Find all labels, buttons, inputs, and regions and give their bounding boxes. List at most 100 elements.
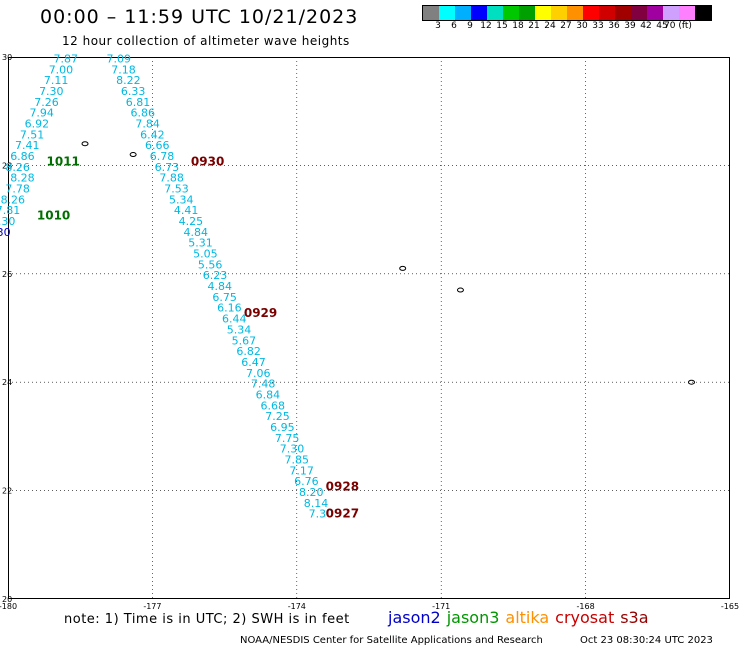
wave-height-value: 8.26 (5, 161, 30, 174)
satellite-legend-item: jason3 (446, 608, 500, 627)
color-swatch (423, 6, 439, 20)
note-text: note: 1) Time is in UTC; 2) SWH is in fe… (64, 612, 350, 627)
lon-tick-label: -171 (432, 602, 450, 611)
color-scale-label: 6 (451, 21, 457, 31)
color-scale-label: 21 (528, 21, 540, 31)
wave-height-value: 7.11 (44, 74, 69, 87)
color-scale-label: 24 (544, 21, 556, 31)
wave-height-value: 4.41 (174, 204, 199, 217)
wave-height-value: 7.88 (159, 172, 184, 185)
wave-height-value: 7.30 (39, 85, 64, 98)
color-swatch (551, 6, 567, 20)
wave-height-value: 7.25 (265, 410, 290, 423)
wave-height-value: 6.68 (260, 399, 285, 412)
wave-height-value: 5.67 (232, 334, 257, 347)
color-scale-label: 42 (640, 21, 652, 31)
satellite-legend-item: jason2 (388, 608, 441, 627)
color-scale-label: 36 (608, 21, 620, 31)
wave-height-value: 4.84 (183, 226, 208, 239)
wave-height-value: 5.56 (198, 258, 223, 271)
wave-height-value: 7.00 (49, 63, 74, 76)
lat-tick-label: 26 (2, 270, 12, 279)
wave-height-value: 4.25 (179, 215, 204, 228)
wave-height-value: 9.30 (0, 226, 11, 239)
color-scale-bar (422, 5, 712, 21)
wave-height-value: 7.51 (20, 128, 45, 141)
map-frame (8, 57, 730, 599)
wave-height-value: 7.78 (5, 183, 30, 196)
pass-time-label: 0929 (244, 306, 277, 320)
island-outline (81, 141, 89, 147)
wave-height-value: 7.41 (15, 139, 40, 152)
chart-subtitle: 12 hour collection of altimeter wave hei… (62, 34, 350, 48)
color-swatch (503, 6, 519, 20)
wave-height-value: 7.26 (34, 96, 59, 109)
color-swatch (535, 6, 551, 20)
wave-height-value: 8.30 (0, 215, 15, 228)
wave-height-value: 6.86 (131, 107, 156, 120)
wave-height-value: 7.30 (280, 443, 305, 456)
lat-tick-label: 24 (2, 378, 12, 387)
lat-tick-label: 22 (2, 487, 12, 496)
color-scale-label: 3 (435, 21, 441, 31)
wave-height-value: 6.81 (126, 96, 151, 109)
color-swatch (583, 6, 599, 20)
wave-height-value: 7.84 (135, 117, 160, 130)
wave-height-value: 6.92 (25, 117, 50, 130)
wave-height-value: 8.20 (299, 486, 324, 499)
satellite-legend-item: altika (505, 608, 550, 627)
wave-height-value: 6.44 (222, 313, 247, 326)
lon-tick-label: -180 (0, 602, 17, 611)
lat-tick-label: 28 (2, 161, 12, 170)
color-scale-label: 30 (576, 21, 588, 31)
wave-height-value: 6.42 (140, 128, 165, 141)
wave-height-value: 7.94 (29, 107, 54, 120)
color-swatch (663, 6, 679, 20)
island-outline (129, 152, 137, 158)
color-swatch (695, 6, 711, 20)
pass-time-label: 0927 (326, 507, 359, 521)
lat-tick-label: 30 (2, 53, 12, 62)
wave-height-value: 7.09 (106, 52, 131, 65)
color-scale-label: 39 (624, 21, 636, 31)
footer-timestamp: Oct 23 08:30:24 UTC 2023 (580, 635, 713, 646)
color-scale-label: 12 (480, 21, 492, 31)
lon-tick-label: -174 (288, 602, 306, 611)
color-scale-label: 33 (592, 21, 604, 31)
color-swatch (439, 6, 455, 20)
island-outline (687, 379, 695, 385)
wave-height-value: 6.78 (150, 150, 175, 163)
lon-tick-label: -168 (577, 602, 595, 611)
wave-height-value: 7.06 (246, 367, 271, 380)
wave-height-value: 6.33 (121, 85, 146, 98)
footer-credit: NOAA/NESDIS Center for Satellite Applica… (240, 635, 543, 646)
pass-time-label: 1010 (37, 209, 70, 223)
wave-height-value: 6.73 (155, 161, 180, 174)
wave-height-value: 8.14 (304, 497, 329, 510)
wave-height-value: 6.76 (294, 475, 319, 488)
wave-height-value: 7.18 (111, 63, 136, 76)
wave-height-value: 6.84 (256, 388, 281, 401)
wave-height-value: 6.75 (212, 291, 237, 304)
wave-height-value: 8.28 (10, 172, 35, 185)
wave-height-value: 7.17 (289, 464, 314, 477)
wave-height-value: 7.81 (0, 204, 20, 217)
wave-height-value: 4.84 (208, 280, 233, 293)
wave-height-value: 7.30 (309, 508, 334, 521)
lon-tick-label: -165 (721, 602, 739, 611)
color-swatch (631, 6, 647, 20)
color-swatch (599, 6, 615, 20)
wave-height-value: 8.22 (116, 74, 141, 87)
wave-height-value: 5.34 (169, 193, 194, 206)
color-scale-label: 45 (656, 21, 668, 31)
wave-height-value: 5.05 (193, 248, 218, 261)
wave-height-value: 7.87 (54, 52, 79, 65)
color-scale-label: 70 (ft) (664, 21, 692, 31)
color-swatch (455, 6, 471, 20)
pass-time-label: 0928 (326, 480, 359, 494)
color-swatch (567, 6, 583, 20)
color-scale-label: 18 (512, 21, 524, 31)
pass-time-label: 1011 (47, 154, 80, 168)
wave-height-value: 7.75 (275, 432, 300, 445)
